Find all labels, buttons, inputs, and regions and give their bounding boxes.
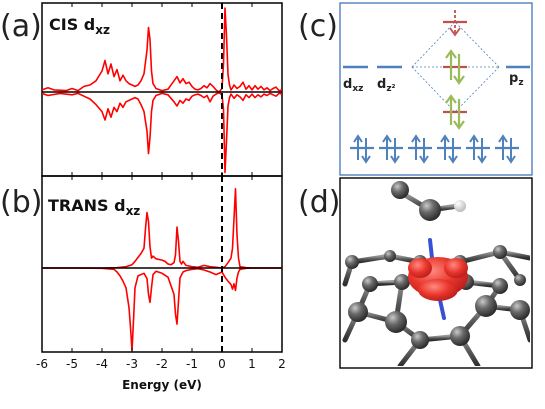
chart-b-xlabel: Energy (eV) (122, 378, 202, 392)
chart-b-series (42, 188, 282, 352)
panel-label-c: (c) (298, 9, 338, 44)
chart-b-title: TRANS dxz (48, 196, 140, 218)
bottom-level-3 (437, 134, 461, 164)
chart-a-series (42, 7, 282, 174)
chart-b-tick-label-4: -2 (156, 357, 168, 371)
level-middle-paired (443, 49, 467, 85)
chart-b-tick-label-7: 1 (248, 357, 256, 371)
chart-b-x-axis: -6 -5 -4 -3 -2 -1 0 1 2 (36, 176, 286, 371)
label-dxz: dxz (343, 77, 363, 94)
orbital-diagram-frame (339, 2, 533, 176)
chart-b-tick-label-8: 2 (278, 357, 286, 371)
chart-b-series-0 (42, 188, 282, 269)
label-pz: pz (509, 71, 524, 88)
density-isosurface (408, 257, 468, 301)
level-top-empty (443, 10, 467, 37)
chart-b-tick-label-0: -6 (36, 357, 48, 371)
chart-b: TRANS dxz -6 -5 -4 -3 -2 -1 0 1 2 Energy (eV) (36, 175, 286, 392)
bottom-level-4 (466, 134, 490, 164)
hydrogen-atom (454, 200, 466, 212)
chart-a-series-0 (42, 7, 282, 93)
bottom-level-5 (495, 134, 519, 164)
level-lower-paired (443, 94, 467, 130)
chart-b-tick-label-6: 0 (218, 357, 226, 371)
chart-b-tick-label-3: -3 (126, 357, 138, 371)
bottom-level-0 (350, 134, 374, 164)
chart-b-tick-label-5: -1 (186, 357, 198, 371)
panel-label-b: (b) (0, 185, 42, 220)
panel-label-d: (d) (298, 185, 340, 220)
chart-b-tick-label-1: -5 (66, 357, 78, 371)
chart-a-series-1 (42, 91, 282, 174)
panel-label-a: (a) (0, 9, 42, 44)
bottom-filled-levels (350, 134, 519, 164)
chart-b-tick-label-2: -4 (96, 357, 108, 371)
bottom-level-1 (379, 134, 403, 164)
molecule-render (339, 177, 533, 369)
orbital-diagram: dxz dz² pz (339, 2, 533, 176)
orbital-correlation-lines (411, 21, 500, 113)
label-dz2: dz² (377, 77, 396, 94)
chart-a-title: CIS dxz (49, 15, 110, 37)
chart-b-series-1 (42, 267, 282, 352)
chart-a: CIS dxz (41, 2, 283, 177)
bottom-level-2 (408, 134, 432, 164)
